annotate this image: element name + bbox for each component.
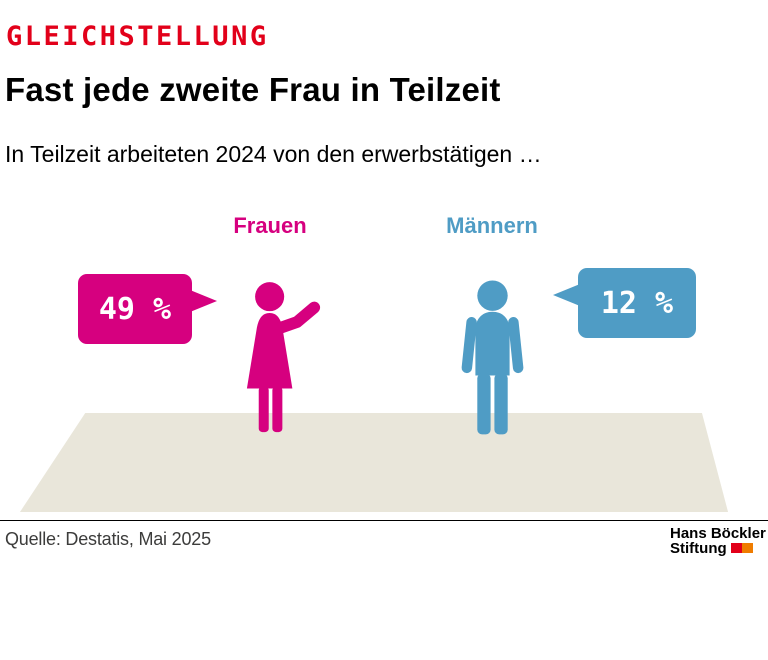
source-text: Quelle: Destatis, Mai 2025 xyxy=(5,529,211,549)
label-men: Männern xyxy=(446,213,538,238)
brand-logo: Hans Böckler Stiftung xyxy=(670,526,766,556)
label-women: Frauen xyxy=(233,213,307,238)
man-icon xyxy=(461,280,524,435)
page-title: Fast jede zweite Frau in Teilzeit xyxy=(5,71,501,108)
footer-divider xyxy=(0,520,768,521)
woman-icon xyxy=(246,282,321,433)
subtitle: In Teilzeit arbeiteten 2024 von den erwe… xyxy=(5,141,542,167)
floor-platform xyxy=(19,413,729,512)
brand-line2: Stiftung xyxy=(670,540,727,557)
brand-line1: Hans Böckler xyxy=(670,525,766,542)
speech-bubble-women: 49 % xyxy=(78,274,217,344)
speech-bubble-men: 12 % xyxy=(553,268,696,338)
value-men: 12 % xyxy=(600,285,674,321)
kicker: GLEICHSTELLUNG xyxy=(6,21,269,52)
value-women: 49 % xyxy=(98,291,172,327)
brand-flag-icon xyxy=(730,541,753,556)
